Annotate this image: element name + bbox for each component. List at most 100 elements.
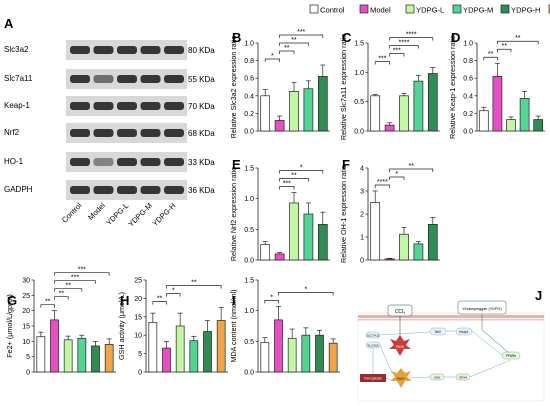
- sig-label-i: *: [304, 286, 307, 293]
- blot-band-slc3a2-ydpg-l: [117, 46, 137, 54]
- sig-bracket-c: [389, 53, 405, 57]
- blot-band-nrf2-ydpg-l: [117, 129, 137, 137]
- y-tick-label-i: 0.5: [244, 339, 254, 346]
- bar-c-ydpg-m: [413, 80, 424, 132]
- sig-bracket-h: [166, 293, 181, 297]
- sig-label-c: ***: [393, 48, 401, 55]
- y-tick-label-g: 30: [22, 278, 30, 285]
- bar-f-ydpg-h: [427, 224, 438, 261]
- blot-band-keap-1-model: [93, 102, 114, 110]
- bar-g-ydpg-l: [63, 339, 73, 373]
- chart-panel-b: B 0.0 0.2 0.4 0.6 0.8 1.0 Relative Slc3a2 expre…: [229, 29, 330, 138]
- y-tick-label-b: 0.8: [244, 58, 254, 65]
- blot-band-slc3a2-ydpg-h: [164, 46, 184, 54]
- slc7a11-label: SLC7A11: [367, 334, 380, 338]
- sig-label-h: **: [191, 280, 197, 287]
- panel-letter-b: B: [232, 30, 241, 45]
- western-blot: Slc3a2 80 KDa Slc7a11 55 KDa Keap-1 70 KDa Nrf…: [4, 40, 215, 229]
- chart-panel-i: I 0.0 0.5 1.0 1.5 MDA content (nmol/ml) * *: [229, 278, 340, 377]
- sig-bracket-f: [389, 168, 434, 172]
- blot-band-gadph-model: [93, 186, 114, 194]
- sig-label-e: *: [300, 165, 303, 172]
- bar-d-ydpg-m: [519, 98, 530, 132]
- y-tick-label-h: 25: [134, 278, 142, 285]
- y-tick-label-e: 0.5: [244, 227, 254, 234]
- y-tick-label-f: 4: [360, 166, 364, 173]
- panel-letter-f: F: [342, 157, 350, 172]
- blot-size-slc3a2: 80 KDa: [188, 46, 215, 55]
- pathway-diagram: J CCl₄ Yindanpinggan (YDPG) ROS Fe2+ SLC…: [357, 288, 545, 402]
- blot-size-slc7a11: 55 KDa: [188, 75, 215, 84]
- blot-band-ho-1-model: [93, 158, 114, 166]
- bar-d-ydpg-l: [506, 119, 516, 132]
- y-axis-label-c: Relative Slc7a11 expression ratio: [339, 34, 348, 140]
- blot-band-ho-1-ydpg-m: [140, 158, 161, 166]
- y-tick-label-b: 0.4: [244, 93, 254, 100]
- y-tick-label-f: 3: [360, 189, 364, 196]
- y-tick-label-d: 0.8: [463, 58, 473, 65]
- ccl4-label: CCl₄: [395, 309, 405, 315]
- sig-label-e: ***: [283, 181, 291, 188]
- blot-band-slc7a11-ydpg-m: [140, 75, 161, 83]
- bar-c-model: [384, 124, 395, 132]
- y-tick-label-i: 1.0: [244, 308, 254, 315]
- bar-e-ydpg-l: [289, 202, 299, 261]
- panel-letter-a: A: [4, 16, 14, 31]
- y-axis-label-g: Fe2+ (μmol/L/gprot): [5, 294, 14, 357]
- blot-row-label-nrf2: Nrf2: [4, 128, 20, 137]
- chart-panel-e: E 0.0 0.5 1.0 1.5 Relative Nrf2 expression ra…: [229, 157, 330, 265]
- ros-burst: [389, 335, 411, 356]
- bar-c-ydpg-l: [399, 95, 409, 132]
- bar-h-control: [148, 321, 158, 373]
- blot-band-slc3a2-control: [70, 46, 90, 54]
- blot-band-nrf2-ydpg-h: [164, 129, 184, 137]
- blot-row-label-keap-1: Keap-1: [4, 101, 30, 110]
- blot-band-keap-1-control: [70, 102, 90, 110]
- y-tick-label-h: 5: [138, 351, 142, 358]
- blot-lane-label-ydpg-m: YDPG-M: [126, 201, 154, 229]
- sig-bracket-d: [497, 48, 512, 53]
- legend-swatch-model: [359, 4, 369, 14]
- y-tick-label-g: 20: [22, 308, 30, 315]
- blot-size-keap-1: 70 KDa: [188, 102, 215, 111]
- blot-band-slc7a11-ydpg-h: [164, 75, 184, 83]
- blot-band-keap-1-ydpg-m: [140, 102, 161, 110]
- cell-membrane: [358, 315, 544, 318]
- blot-band-gadph-ydpg-h: [164, 186, 184, 194]
- bar-i-control: [260, 342, 270, 373]
- bar-e-ydpg-m: [303, 213, 314, 261]
- y-tick-label-g: 25: [22, 293, 30, 300]
- pathway-links: [372, 330, 512, 381]
- legend-swatch-ydpg-l: [405, 4, 415, 14]
- blot-band-nrf2-control: [70, 129, 90, 137]
- y-tick-label-d: 0.0: [463, 129, 473, 136]
- blot-size-gadph: 36 KDa: [188, 186, 215, 195]
- blot-lane-label-control: Control: [60, 201, 84, 225]
- y-tick-label-c: 0.0: [354, 129, 364, 136]
- gpx4-label: GPX4: [459, 376, 467, 380]
- bar-e-model: [274, 253, 285, 261]
- y-tick-label-e: 0.0: [244, 258, 254, 265]
- sig-bracket-e: [279, 178, 309, 182]
- blot-row-label-slc7a11: Slc7a11: [4, 74, 33, 83]
- sig-bracket-b: [264, 58, 280, 62]
- blot-size-nrf2: 68 KDa: [188, 129, 215, 138]
- legend-label-ydpg-m: YDPG-M: [463, 6, 493, 15]
- chart-panel-d: D 0.0 0.2 0.4 0.6 0.8 1.0 Relative Keap-1 expre…: [448, 30, 545, 139]
- bar-h-ydpg-h: [203, 331, 212, 373]
- y-tick-label-h: 15: [134, 314, 142, 321]
- ferroptosis-label: Ferroptosis: [364, 377, 382, 381]
- bar-g-ydpg-h: [91, 345, 100, 373]
- cell-membrane-inner: [358, 319, 544, 321]
- bar-b-ydpg-l: [289, 91, 299, 132]
- ppars-node: [501, 351, 521, 360]
- legend-label-ydpg-h: YDPG-H: [511, 6, 541, 15]
- sig-label-d: **: [515, 35, 521, 42]
- panel-letter-h: H: [120, 293, 129, 308]
- slc3a2-label: SLC3A2: [367, 344, 379, 348]
- bar-f-ydpg-l: [399, 233, 409, 261]
- sig-bracket-c: [389, 37, 434, 41]
- y-tick-label-i: 0.0: [244, 370, 254, 377]
- sig-bracket-g: [54, 272, 110, 276]
